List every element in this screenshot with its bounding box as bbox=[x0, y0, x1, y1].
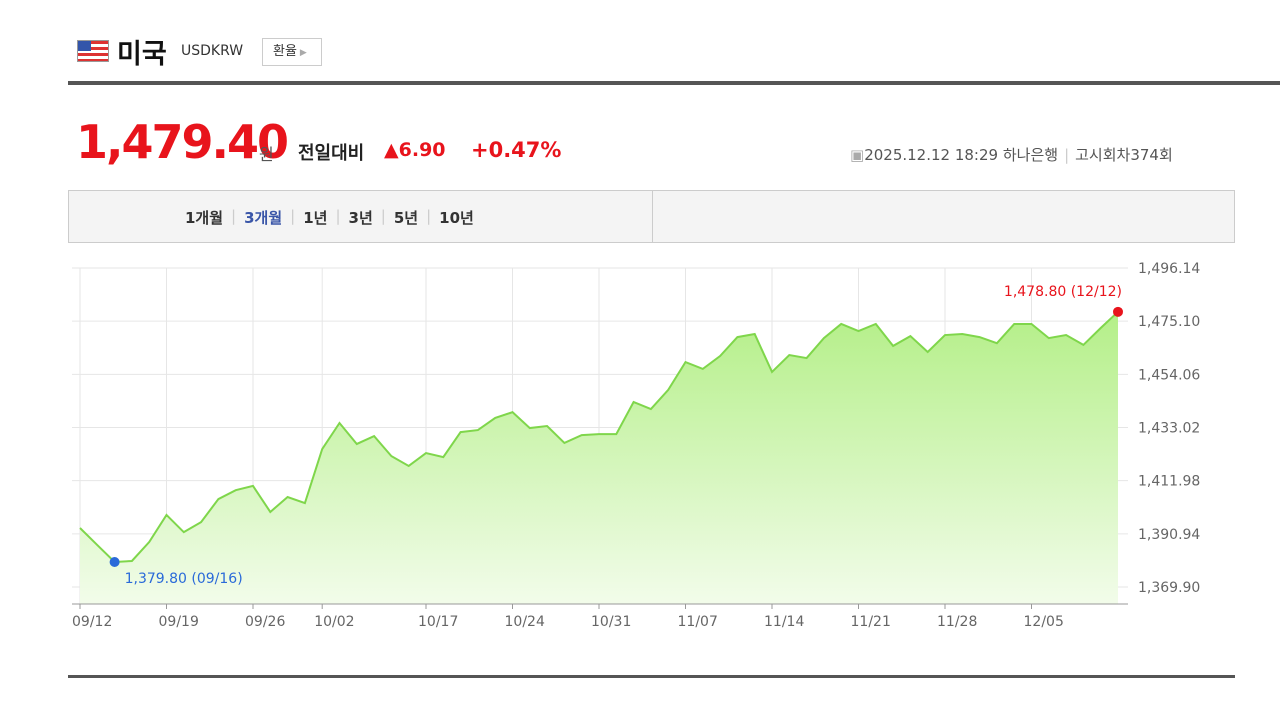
round: 374 bbox=[1130, 146, 1159, 164]
calendar-icon: ▣ bbox=[850, 146, 865, 164]
period-tab[interactable]: 5년 bbox=[393, 209, 419, 227]
y-tick-label: 1,433.02 bbox=[1138, 420, 1200, 436]
tab-list: 1개월 | 3개월 | 1년 | 3년 | 5년 | 10년 bbox=[185, 207, 474, 228]
x-tick-label: 11/28 bbox=[937, 614, 977, 630]
y-tick-label: 1,454.06 bbox=[1138, 367, 1200, 383]
rate-button-label: 환율 bbox=[273, 44, 297, 59]
y-tick-label: 1,390.94 bbox=[1138, 527, 1200, 543]
tab-separator: | bbox=[231, 207, 237, 225]
header-rule bbox=[68, 81, 1280, 85]
change-label: 전일대비 bbox=[298, 143, 365, 164]
x-tick-label: 09/26 bbox=[245, 614, 285, 630]
x-tick-label: 11/14 bbox=[764, 614, 804, 630]
y-tick-label: 1,369.90 bbox=[1138, 580, 1200, 596]
min-point bbox=[109, 556, 120, 567]
rate-button[interactable]: 환율 ▶ bbox=[262, 38, 322, 66]
x-tick-label: 11/21 bbox=[851, 614, 891, 630]
area-fill bbox=[80, 311, 1118, 604]
period-tab[interactable]: 3개월 bbox=[244, 209, 283, 227]
round-label: 고시회차 bbox=[1075, 146, 1131, 164]
round-unit: 회 bbox=[1158, 146, 1173, 164]
arrow-icon: ▶ bbox=[299, 48, 307, 58]
x-tick-label: 12/05 bbox=[1024, 614, 1064, 630]
flag-icon bbox=[77, 40, 109, 62]
x-tick-label: 11/07 bbox=[678, 614, 718, 630]
x-tick-label: 10/31 bbox=[591, 614, 631, 630]
tab-separator: | bbox=[380, 207, 386, 225]
max-point bbox=[1113, 306, 1123, 317]
period-tab[interactable]: 10년 bbox=[439, 209, 474, 227]
min-label: 1,379.80 (09/16) bbox=[125, 571, 243, 587]
country: 미국 bbox=[117, 39, 167, 70]
max-label: 1,478.80 (12/12) bbox=[1004, 284, 1122, 300]
price-line bbox=[79, 311, 1119, 564]
tab-separator: | bbox=[290, 207, 296, 225]
quote-meta: ▣2025.12.12 18:29 하나은행 | 고시회차374회 bbox=[850, 144, 1173, 165]
up-icon: ▲ bbox=[384, 139, 399, 161]
y-tick-label: 1,496.14 bbox=[1138, 261, 1200, 277]
datetime: 2025.12.12 18:29 bbox=[864, 146, 999, 164]
x-tick-label: 10/17 bbox=[418, 614, 458, 630]
separator: | bbox=[1064, 146, 1070, 164]
x-tick-label: 09/12 bbox=[72, 614, 112, 630]
price-unit: 원 bbox=[259, 145, 274, 164]
price: 1,479.40 bbox=[76, 115, 289, 169]
currency-code: USDKRW bbox=[181, 43, 244, 59]
y-tick-label: 1,411.98 bbox=[1138, 474, 1200, 490]
period-tabs: 1개월 | 3개월 | 1년 | 3년 | 5년 | 10년 bbox=[68, 190, 1235, 243]
change-value: 6.90 bbox=[398, 139, 446, 161]
y-tick-label: 1,475.10 bbox=[1138, 314, 1200, 330]
x-tick-label: 09/19 bbox=[159, 614, 199, 630]
flag-canton bbox=[78, 41, 91, 51]
tab-separator: | bbox=[335, 207, 341, 225]
x-tick-label: 10/02 bbox=[314, 614, 354, 630]
tab-separator: | bbox=[426, 207, 432, 225]
x-tick-label: 10/24 bbox=[505, 614, 545, 630]
footer-rule bbox=[68, 675, 1235, 678]
change-pct: +0.47% bbox=[471, 138, 562, 162]
change: ▲6.90 bbox=[384, 139, 446, 161]
tab-divider bbox=[652, 191, 653, 242]
period-tab[interactable]: 3년 bbox=[348, 209, 373, 227]
period-tab[interactable]: 1년 bbox=[303, 209, 328, 227]
bank: 하나은행 bbox=[1002, 146, 1059, 164]
period-tab[interactable]: 1개월 bbox=[185, 209, 224, 227]
